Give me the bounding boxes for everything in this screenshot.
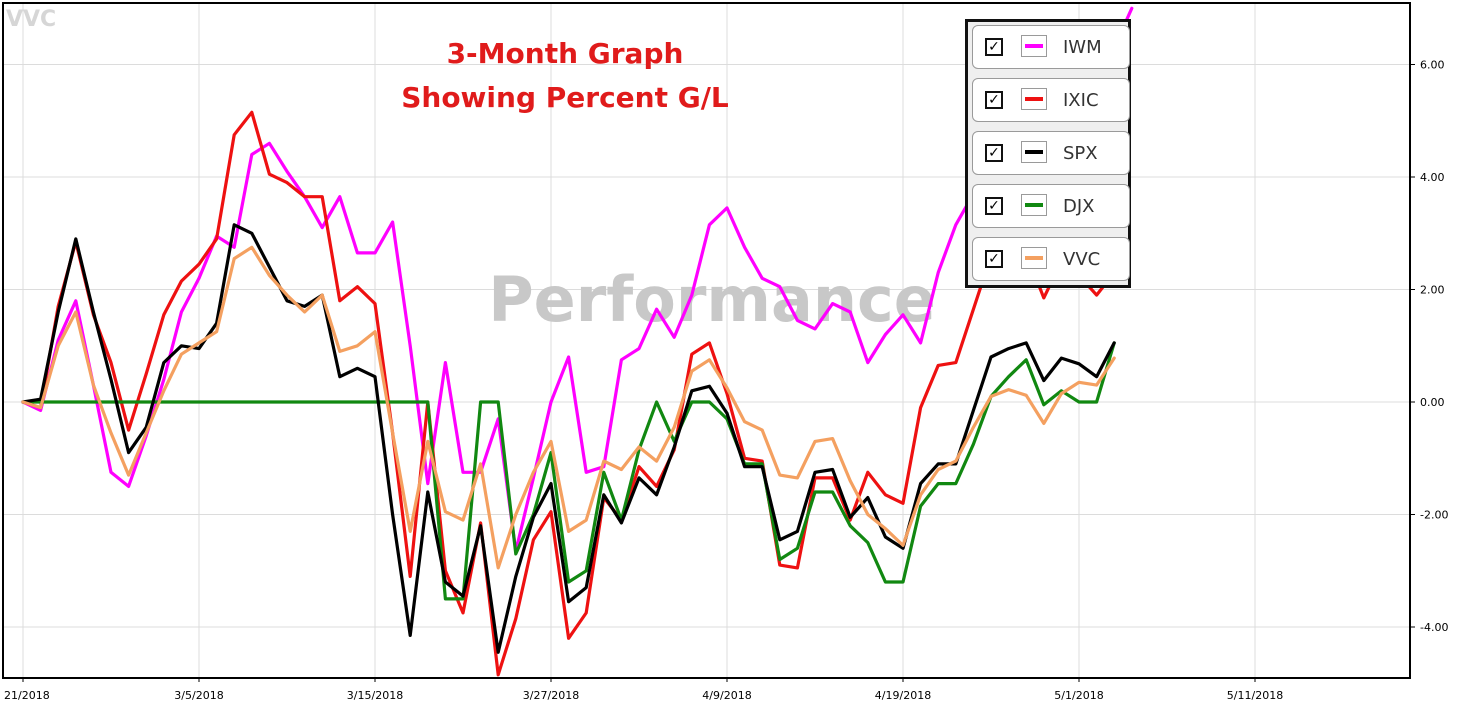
y-tick-label: 4.00 bbox=[1420, 171, 1445, 184]
x-tick-label: 4/19/2018 bbox=[875, 689, 931, 702]
series-line-iwm bbox=[21, 6, 1134, 553]
swatch-vvc bbox=[1021, 247, 1047, 269]
x-tick-label: 4/9/2018 bbox=[702, 689, 751, 702]
x-tick-label: 3/15/2018 bbox=[347, 689, 403, 702]
y-axis-ticks: 6.00 4.00 2.00 0.00 -2.00 -4.00 bbox=[1409, 59, 1448, 634]
chart-title-line-2: Showing Percent G/L bbox=[401, 81, 729, 114]
y-tick-label: -2.00 bbox=[1420, 509, 1448, 522]
swatch-ixic bbox=[1021, 88, 1047, 110]
series-legend: ✓ IWM ✓ IXIC ✓ SPX ✓ DJX ✓ VVC bbox=[965, 19, 1131, 288]
legend-item-djx[interactable]: ✓ DJX bbox=[972, 184, 1130, 228]
plot-area bbox=[2, 2, 1411, 679]
swatch-djx bbox=[1021, 194, 1047, 216]
checkbox-djx[interactable]: ✓ bbox=[985, 197, 1003, 215]
x-tick-label: 5/11/2018 bbox=[1227, 689, 1283, 702]
legend-label-spx: SPX bbox=[1063, 143, 1098, 164]
legend-item-iwm[interactable]: ✓ IWM bbox=[972, 25, 1130, 69]
checkbox-vvc[interactable]: ✓ bbox=[985, 250, 1003, 268]
x-tick-label: 21/2018 bbox=[4, 689, 50, 702]
legend-item-ixic[interactable]: ✓ IXIC bbox=[972, 78, 1130, 122]
grid-lines bbox=[4, 4, 1409, 677]
chart-title: 3-Month Graph Showing Percent G/L bbox=[385, 32, 745, 120]
checkbox-spx[interactable]: ✓ bbox=[985, 144, 1003, 162]
checkbox-ixic[interactable]: ✓ bbox=[985, 91, 1003, 109]
x-tick-label: 5/1/2018 bbox=[1054, 689, 1103, 702]
legend-label-vvc: VVC bbox=[1063, 249, 1101, 270]
legend-item-vvc[interactable]: ✓ VVC bbox=[972, 237, 1130, 281]
swatch-iwm bbox=[1021, 35, 1047, 57]
legend-label-djx: DJX bbox=[1063, 196, 1095, 217]
watermark-text: Performance bbox=[488, 263, 936, 336]
y-tick-label: 2.00 bbox=[1420, 284, 1445, 297]
x-tick-label: 3/27/2018 bbox=[523, 689, 579, 702]
y-tick-label: 6.00 bbox=[1420, 59, 1445, 72]
checkbox-iwm[interactable]: ✓ bbox=[985, 38, 1003, 56]
legend-label-ixic: IXIC bbox=[1063, 90, 1099, 111]
y-tick-label: -4.00 bbox=[1420, 621, 1448, 634]
chart-title-line-1: 3-Month Graph bbox=[446, 37, 684, 70]
legend-label-iwm: IWM bbox=[1063, 37, 1102, 58]
series-lines bbox=[21, 6, 1134, 677]
series-line-vvc bbox=[21, 245, 1116, 570]
series-line-djx bbox=[21, 341, 1116, 601]
y-tick-label: 0.00 bbox=[1420, 396, 1445, 409]
swatch-spx bbox=[1021, 141, 1047, 163]
series-line-ixic bbox=[21, 110, 1116, 677]
x-tick-label: 3/5/2018 bbox=[174, 689, 223, 702]
x-axis-ticks: 21/2018 3/5/2018 3/15/2018 3/27/2018 4/9/201… bbox=[4, 677, 1283, 702]
brand-logo: VVC bbox=[6, 7, 56, 32]
legend-item-spx[interactable]: ✓ SPX bbox=[972, 131, 1130, 175]
